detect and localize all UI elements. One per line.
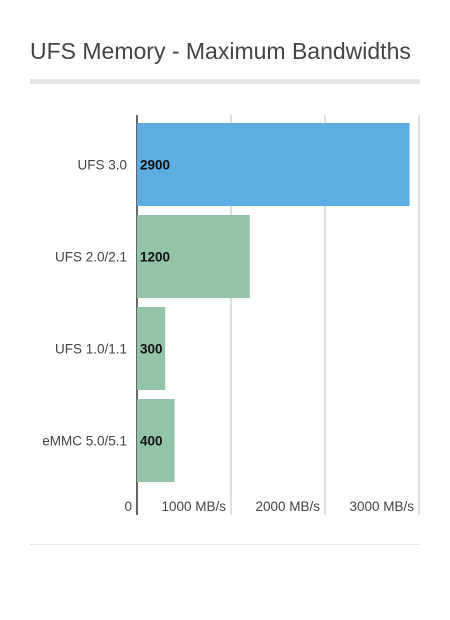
x-tick-label-1: 1000 MB/s xyxy=(161,499,226,514)
bar-1 xyxy=(137,215,250,298)
category-label-1: UFS 2.0/2.1 xyxy=(55,250,127,265)
data-label-3: 400 xyxy=(140,434,163,449)
data-label-1: 1200 xyxy=(140,250,170,265)
category-label-2: UFS 1.0/1.1 xyxy=(55,342,127,357)
x-tick-label-3: 3000 MB/s xyxy=(349,499,414,514)
labels: 2900 UFS 3.0 1200 UFS 2.0/2.1 300 UFS 1.0/1.1… xyxy=(42,158,414,515)
data-label-0: 2900 xyxy=(140,158,170,173)
title-divider xyxy=(30,79,420,84)
x-tick-label-0: 0 xyxy=(124,499,132,514)
category-label-0: UFS 3.0 xyxy=(77,158,127,173)
bar-0 xyxy=(137,123,410,206)
chart-title: UFS Memory - Maximum Bandwidths xyxy=(30,38,411,64)
bar-2 xyxy=(137,307,166,390)
bottom-divider xyxy=(30,544,420,545)
bar-3 xyxy=(137,399,175,482)
data-label-2: 300 xyxy=(140,342,163,357)
category-label-3: eMMC 5.0/5.1 xyxy=(42,434,127,449)
bars xyxy=(137,123,410,482)
x-tick-label-2: 2000 MB/s xyxy=(255,499,320,514)
